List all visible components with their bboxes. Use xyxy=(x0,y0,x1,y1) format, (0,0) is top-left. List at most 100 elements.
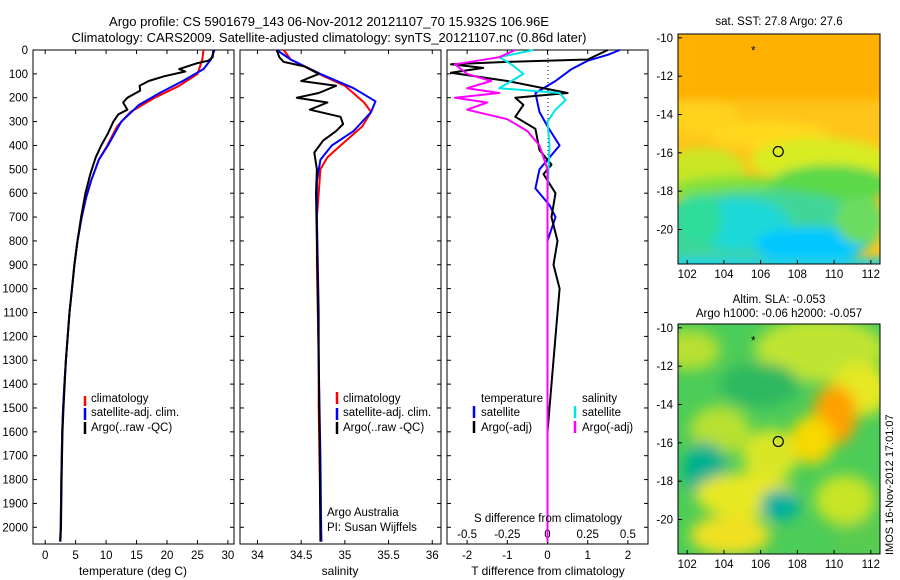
depth-tick-label: 300 xyxy=(9,117,28,129)
lat-tick-label: -14 xyxy=(656,110,673,122)
lat-tick-label: -20 xyxy=(656,515,673,527)
depth-tick-label: 1400 xyxy=(2,379,28,391)
depth-tick-label: 900 xyxy=(9,260,28,272)
sla-map-markers: * xyxy=(751,335,784,448)
lat-tick-label: -10 xyxy=(656,33,673,45)
lat-tick-label: -16 xyxy=(656,438,673,450)
sst-map-frame xyxy=(677,33,881,265)
lat-tick-label: -18 xyxy=(656,476,673,488)
series-line-climatology xyxy=(59,49,205,542)
lon-tick-label: 110 xyxy=(825,559,843,571)
lat-tick-label: -10 xyxy=(656,323,673,335)
depth-tick-label: 1200 xyxy=(2,331,28,343)
argo-australia-label: Argo Australia xyxy=(327,507,399,519)
temperature-xlabel: temperature (deg C) xyxy=(79,564,187,578)
depth-tick-label: 600 xyxy=(9,188,28,200)
depth-tick-label: 1100 xyxy=(3,308,28,320)
legend-title-temperature: temperature xyxy=(481,393,543,405)
t-diff-tick-label: 0 xyxy=(544,550,550,562)
t-diff-tick-label: -1 xyxy=(502,550,512,562)
x-tick-label: 25 xyxy=(191,550,204,562)
x-tick-label: 15 xyxy=(130,550,143,562)
depth-tick-label: 1600 xyxy=(2,427,28,439)
sla-map-title-2: Argo h1000: -0.06 h2000: -0.057 xyxy=(696,308,862,320)
s-diff-tick-label: 0.25 xyxy=(577,529,599,541)
s-diff-tick-label: -0.25 xyxy=(494,529,520,541)
pi-label: PI: Susan Wijffels xyxy=(327,522,417,534)
t-difference-label: T difference from climatology xyxy=(471,564,625,578)
legend-label-climatology: climatology xyxy=(343,393,401,405)
lon-tick-label: 106 xyxy=(751,269,770,281)
sla-map-frame xyxy=(677,323,881,555)
depth-tick-label: 100 xyxy=(9,69,28,81)
sla-map-field xyxy=(678,324,880,554)
depth-axis: 0 100 200 300 400 500 600 700 800 900 1000 1100 1200… xyxy=(2,45,234,534)
star-marker: * xyxy=(751,45,756,57)
legend-label-t-argo: Argo(-adj) xyxy=(481,422,532,434)
legend-label-t-satellite: satellite xyxy=(481,407,520,419)
x-tick-label: 5 xyxy=(72,550,78,562)
legend-label-climatology: climatology xyxy=(91,393,149,405)
lon-tick-label: 104 xyxy=(714,269,734,281)
depth-tick-label: 1300 xyxy=(2,355,28,367)
depth-tick-label: 1700 xyxy=(2,451,28,463)
legend-label-s-satellite: satellite xyxy=(582,407,621,419)
x-tick-label: 0 xyxy=(42,550,48,562)
series-line-climatology xyxy=(282,49,373,542)
depth-tick-label: 0 xyxy=(22,45,28,57)
t-diff-tick-label: 2 xyxy=(625,550,631,562)
s-diff-tick-label: 0.5 xyxy=(620,529,636,541)
lat-tick-label: -16 xyxy=(656,148,673,160)
sst-map-panel: sat. SST: 27.8 Argo: 27.6 102 104 106 108 11… xyxy=(656,16,881,281)
lat-tick-label: -14 xyxy=(656,400,673,412)
lon-tick-label: 102 xyxy=(678,269,697,281)
x-tick-label: 34 xyxy=(251,550,264,562)
legend-label-satellite: satellite-adj. clim. xyxy=(343,407,431,419)
legend-label-s-argo: Argo(-adj) xyxy=(582,422,633,434)
series-line-s-satellite xyxy=(498,49,567,542)
sla-map-panel: Altim. SLA: -0.053 Argo h1000: -0.06 h20… xyxy=(656,294,881,571)
x-tick-label: 10 xyxy=(100,550,113,562)
depth-tick-label: 1900 xyxy=(2,498,28,510)
legend-title-salinity: salinity xyxy=(582,393,617,405)
depth-tick-label: 1800 xyxy=(2,475,28,487)
x-tick-label: 36 xyxy=(426,550,439,562)
depth-tick-label: 700 xyxy=(9,212,28,224)
sla-map-title-1: Altim. SLA: -0.053 xyxy=(733,294,826,306)
series-line-t-argo-adj xyxy=(450,49,609,542)
salinity-x-axis: 34 34.5 35 35.5 36 xyxy=(251,50,439,562)
temperature-x-axis: 0 5 10 15 20 25 30 xyxy=(42,50,234,562)
lat-tick-label: -12 xyxy=(656,71,673,83)
sla-map-axes: 102 104 106 108 110 112 -10 -12 -14 -16 -18 -20 xyxy=(656,323,880,571)
float-position-circle xyxy=(772,145,784,158)
title-line-1: Argo profile: CS 5901679_143 06-Nov-2012… xyxy=(109,14,549,29)
depth-tick-label: 200 xyxy=(9,93,28,105)
series-line-argo-raw-qc xyxy=(275,49,345,542)
difference-depth-ticks xyxy=(447,49,648,528)
series-line-satellite-adj-clim xyxy=(276,49,377,542)
t-diff-tick-label: 1 xyxy=(584,550,590,562)
legend-label-satellite: satellite-adj. clim. xyxy=(91,407,179,419)
salinity-depth-ticks xyxy=(240,49,441,528)
x-tick-label: 20 xyxy=(161,550,174,562)
float-position-circle xyxy=(772,435,784,448)
lon-tick-label: 102 xyxy=(678,559,697,571)
s-difference-label: S difference from climatology xyxy=(474,513,622,525)
lon-tick-label: 110 xyxy=(825,269,843,281)
depth-tick-label: 500 xyxy=(9,164,28,176)
series-line-satellite-adj-clim xyxy=(59,49,216,542)
salinity-series xyxy=(275,49,377,542)
difference-legend: temperature satellite Argo(-adj) salinit… xyxy=(472,393,633,434)
lon-tick-label: 108 xyxy=(788,559,807,571)
series-line-s-argo-adj xyxy=(454,49,549,542)
sst-map-title: sat. SST: 27.8 Argo: 27.6 xyxy=(715,16,842,28)
x-tick-label: 35.5 xyxy=(377,550,399,562)
lon-tick-label: 108 xyxy=(788,269,807,281)
salinity-xlabel: salinity xyxy=(322,564,359,578)
lat-tick-label: -12 xyxy=(656,361,673,373)
depth-tick-label: 800 xyxy=(9,236,28,248)
t-diff-tick-label: -2 xyxy=(462,550,472,562)
lon-tick-label: 112 xyxy=(862,559,880,571)
temperature-axes-frame xyxy=(32,49,235,545)
depth-tick-label: 400 xyxy=(9,140,28,152)
